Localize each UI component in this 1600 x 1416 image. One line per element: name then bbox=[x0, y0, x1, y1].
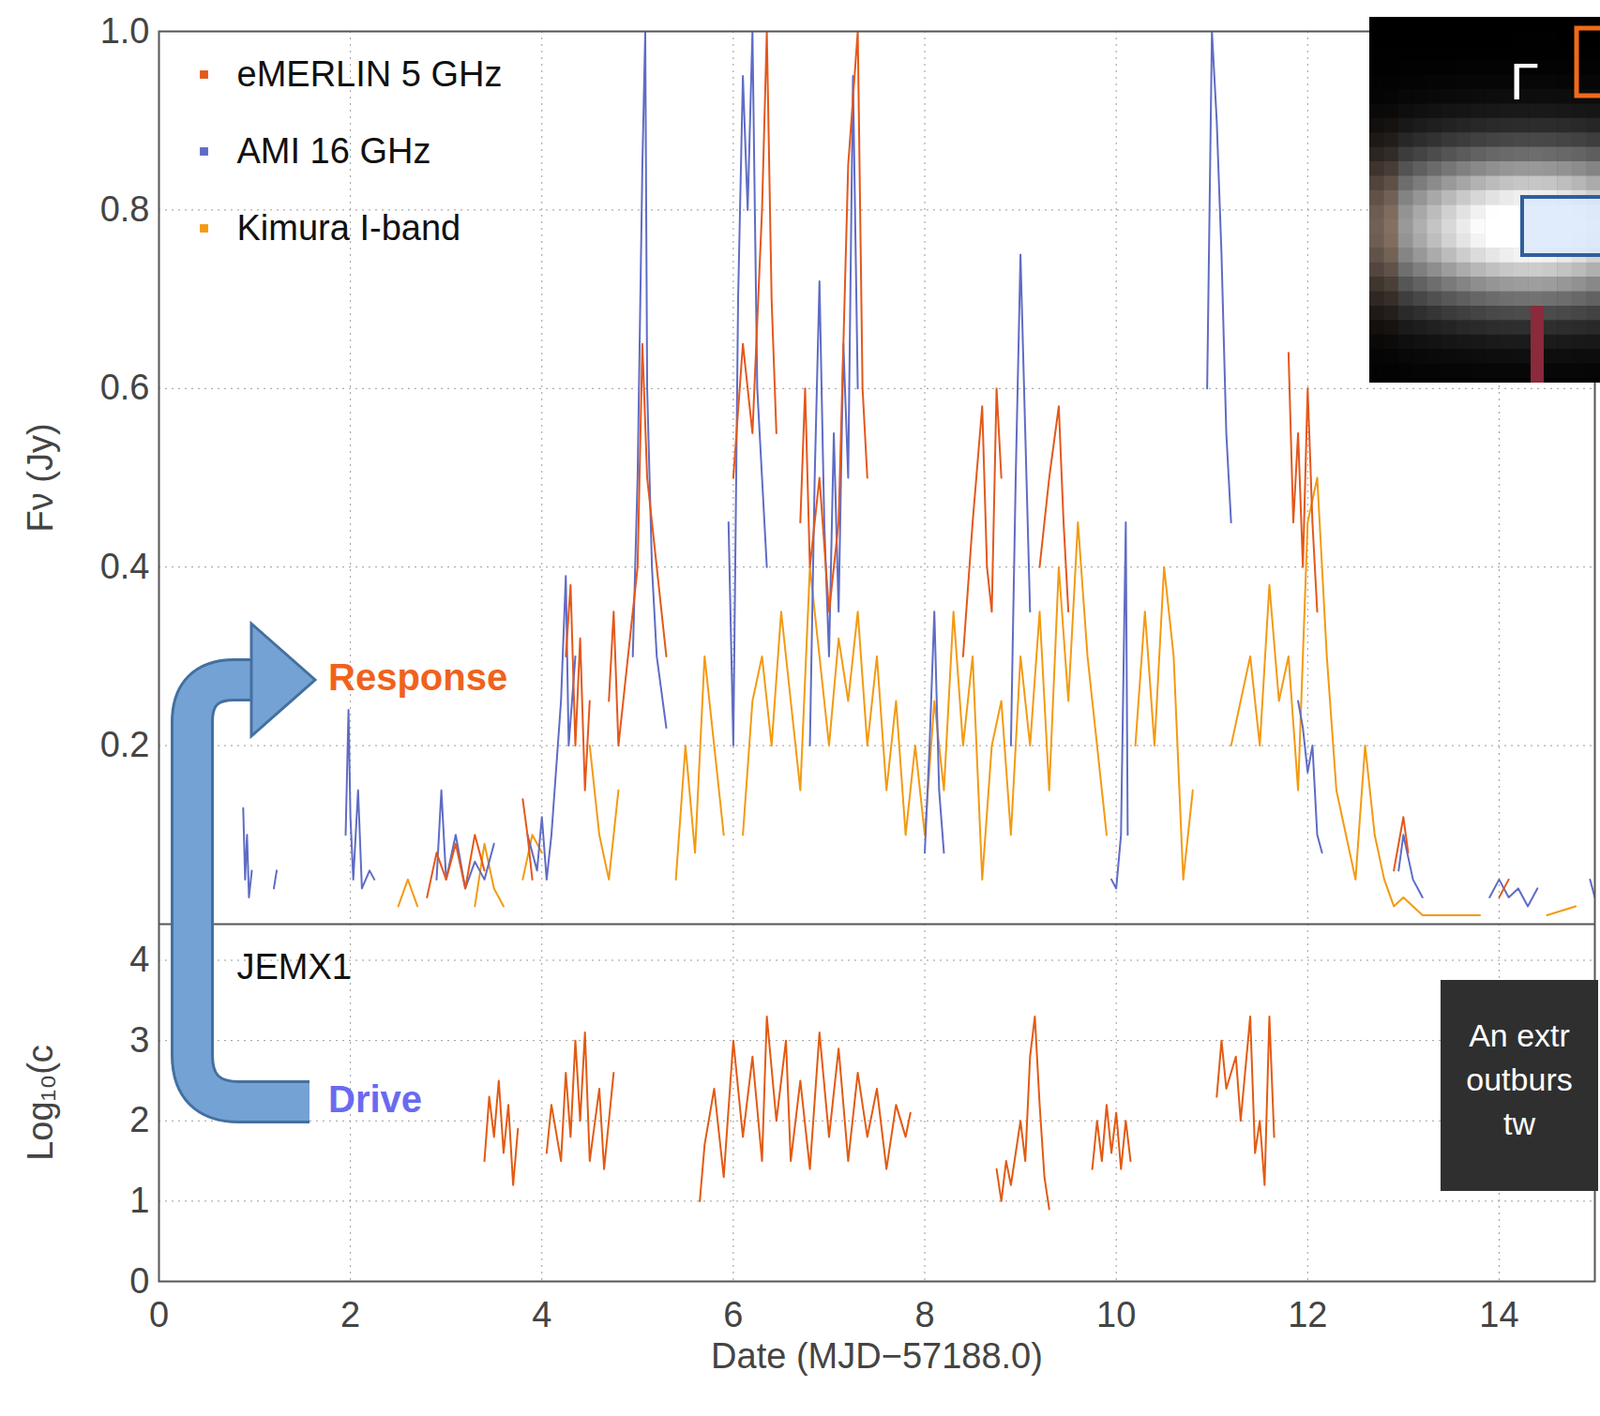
svg-text:2: 2 bbox=[129, 1100, 150, 1140]
svg-text:8: 8 bbox=[914, 1295, 935, 1335]
svg-text:Date (MJD−57188.0): Date (MJD−57188.0) bbox=[710, 1336, 1043, 1376]
svg-text:eMERLIN 5 GHz: eMERLIN 5 GHz bbox=[237, 54, 503, 94]
svg-text:4: 4 bbox=[531, 1295, 552, 1335]
svg-text:Drive: Drive bbox=[328, 1078, 423, 1120]
html-text:An extr: An extr bbox=[1468, 1017, 1570, 1054]
svg-text:0: 0 bbox=[149, 1295, 169, 1335]
svg-text:AMI 16 GHz: AMI 16 GHz bbox=[237, 131, 432, 171]
svg-text:1.0: 1.0 bbox=[100, 11, 151, 51]
svg-text:0.6: 0.6 bbox=[100, 367, 151, 408]
svg-text:Fν (Jy): Fν (Jy) bbox=[20, 422, 61, 532]
svg-text:0.4: 0.4 bbox=[100, 546, 151, 587]
svg-text:0: 0 bbox=[129, 1261, 150, 1301]
svg-text:3: 3 bbox=[129, 1020, 150, 1060]
html-text:tw: tw bbox=[1503, 1105, 1536, 1142]
svg-text:14: 14 bbox=[1479, 1295, 1519, 1335]
svg-text:1: 1 bbox=[129, 1180, 150, 1221]
svg-text:12: 12 bbox=[1287, 1295, 1328, 1335]
svg-text:JEMX1: JEMX1 bbox=[237, 947, 352, 987]
svg-text:6: 6 bbox=[723, 1295, 743, 1335]
svg-text:4: 4 bbox=[129, 939, 150, 980]
svg-text:Γ: Γ bbox=[1509, 51, 1540, 111]
svg-text:0.8: 0.8 bbox=[100, 189, 151, 229]
svg-text:Log₁₀(c: Log₁₀(c bbox=[20, 1044, 61, 1162]
svg-text:2: 2 bbox=[340, 1295, 361, 1335]
svg-text:0.2: 0.2 bbox=[100, 724, 151, 765]
svg-text:Response: Response bbox=[328, 656, 508, 698]
svg-text:10: 10 bbox=[1096, 1295, 1136, 1335]
svg-text:Kimura I-band: Kimura I-band bbox=[237, 208, 462, 248]
html-text:outburs: outburs bbox=[1466, 1061, 1573, 1098]
